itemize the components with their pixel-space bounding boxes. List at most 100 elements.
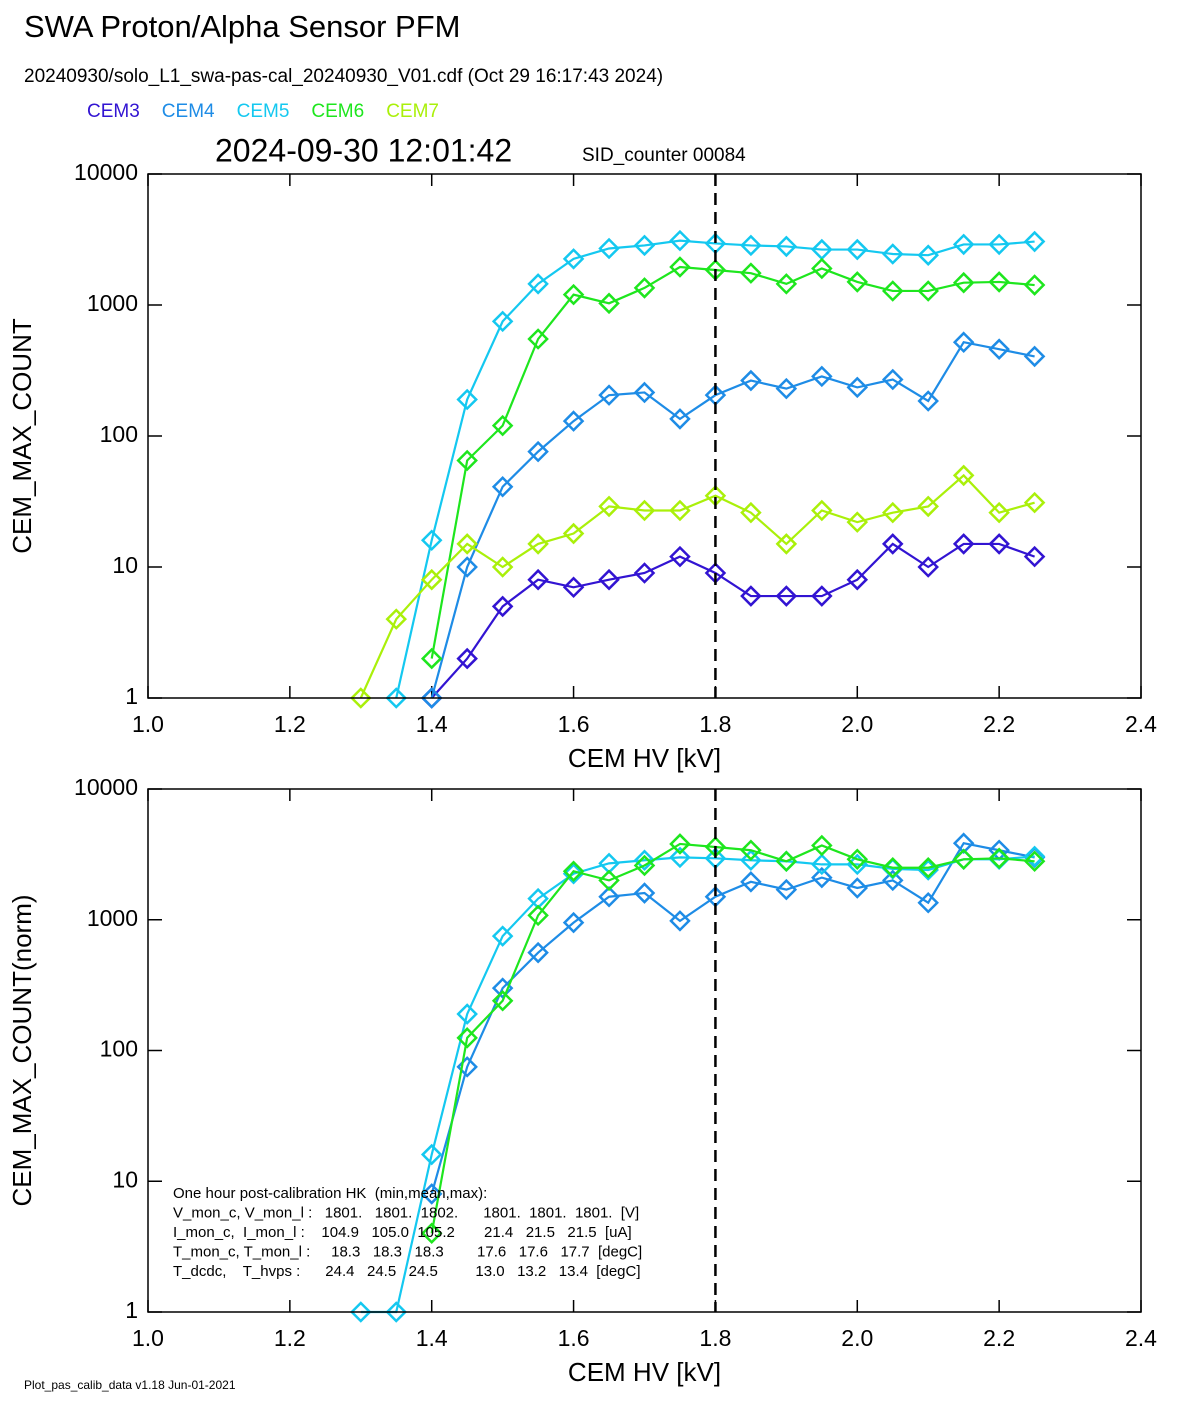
y-tick-label: 10000: [74, 159, 138, 185]
marker: [952, 233, 975, 256]
y-tick-label: 1000: [87, 290, 138, 316]
marker: [1023, 491, 1046, 514]
annotation: V_mon_c, V_mon_l : 1801. 1801. 1802. 180…: [173, 1204, 639, 1221]
marker: [456, 556, 478, 578]
marker: [988, 233, 1010, 256]
marker: [527, 328, 549, 350]
marker: [917, 390, 939, 412]
marker: [491, 556, 514, 578]
x-tick-label: 1.2: [274, 711, 306, 737]
marker: [562, 283, 585, 306]
marker: [881, 869, 904, 892]
legend-label: CEM3: [87, 101, 140, 122]
marker: [633, 882, 656, 904]
marker: [350, 1301, 372, 1323]
marker: [385, 1301, 408, 1323]
legend-label: CEM6: [311, 101, 364, 122]
marker: [420, 1183, 443, 1205]
timestamp: 2024-09-30 12:01:42: [215, 132, 512, 168]
marker: [846, 848, 869, 871]
marker: [846, 238, 869, 261]
marker: [1023, 845, 1046, 868]
marker: [988, 847, 1010, 870]
marker: [881, 280, 904, 302]
file-info: 20240930/solo_L1_swa-pas-cal_20240930_V0…: [24, 66, 663, 87]
marker: [811, 853, 833, 876]
x-tick-label: 1.2: [274, 1325, 306, 1351]
marker: [669, 833, 691, 855]
marker: [952, 271, 975, 294]
marker: [846, 271, 869, 293]
marker: [775, 850, 798, 873]
marker: [491, 925, 514, 947]
x-tick-label: 2.2: [983, 1325, 1015, 1351]
legend-label: CEM7: [386, 101, 439, 122]
marker: [669, 229, 691, 252]
y-tick-label: 1: [125, 683, 138, 709]
annotation: T_mon_c, T_mon_l : 18.3 18.3 18.3 17.6 1…: [173, 1243, 642, 1260]
marker: [952, 533, 975, 555]
marker: [775, 377, 798, 400]
marker: [775, 235, 798, 258]
marker: [598, 384, 620, 406]
y-tick-label: 100: [100, 1036, 138, 1062]
x-tick-label: 1.0: [132, 711, 164, 737]
marker: [811, 499, 833, 522]
marker: [917, 556, 939, 578]
marker: [881, 533, 904, 555]
marker: [633, 854, 656, 877]
marker: [669, 256, 691, 278]
marker: [846, 376, 869, 399]
x-tick-label: 2.4: [1125, 711, 1157, 737]
y-axis-label: CEM_MAX_COUNT(norm): [7, 894, 37, 1206]
marker: [881, 368, 904, 391]
marker: [811, 866, 833, 889]
y-tick-label: 1: [125, 1297, 138, 1323]
marker: [917, 856, 939, 879]
marker: [881, 856, 904, 879]
y-tick-label: 10: [112, 552, 138, 578]
marker: [633, 234, 656, 257]
marker: [562, 862, 585, 885]
marker: [1023, 274, 1046, 296]
marker: [1023, 850, 1046, 873]
y-tick-label: 10000: [74, 774, 138, 800]
marker: [420, 647, 443, 670]
marker: [420, 529, 443, 552]
marker: [420, 687, 443, 709]
marker: [420, 568, 443, 591]
series-line: [395, 239, 1035, 699]
marker: [811, 257, 833, 280]
marker: [562, 248, 585, 270]
marker: [881, 501, 904, 524]
marker: [917, 244, 939, 266]
y-tick-label: 10: [112, 1166, 138, 1192]
marker: [562, 576, 585, 599]
marker: [846, 568, 869, 591]
marker: [775, 585, 798, 607]
marker: [988, 533, 1010, 555]
marker: [740, 501, 762, 524]
marker: [846, 511, 869, 533]
plot-frame: [147, 788, 1142, 1313]
marker: [1023, 545, 1046, 568]
marker: [385, 687, 408, 709]
marker: [846, 877, 869, 899]
marker: [456, 1027, 478, 1049]
marker: [881, 243, 904, 265]
marker: [633, 381, 656, 404]
marker: [527, 568, 549, 591]
x-tick-label: 1.4: [416, 711, 448, 737]
marker: [598, 568, 620, 591]
marker: [562, 410, 585, 432]
marker: [420, 1222, 443, 1245]
marker: [811, 365, 833, 388]
x-tick-label: 2.0: [841, 711, 873, 737]
marker: [633, 499, 656, 522]
x-tick-label: 1.6: [558, 711, 590, 737]
marker: [598, 237, 620, 260]
marker: [598, 495, 620, 518]
marker: [385, 608, 408, 630]
x-axis-label: CEM HV [kV]: [568, 743, 721, 773]
marker: [562, 911, 585, 934]
